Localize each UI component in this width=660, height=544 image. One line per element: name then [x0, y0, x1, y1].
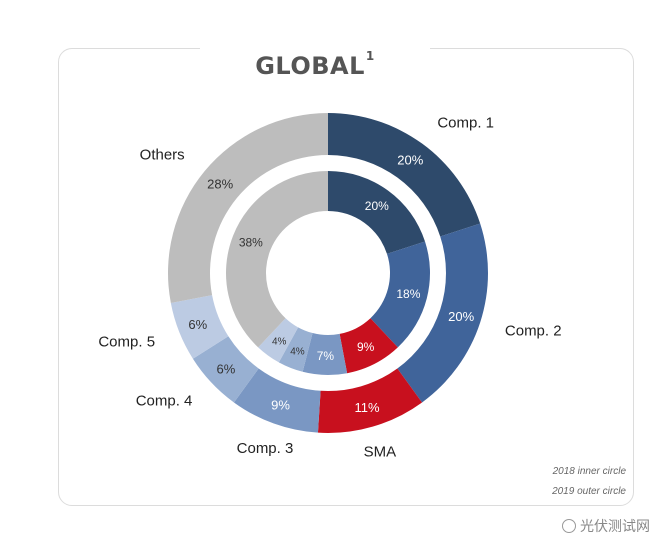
- slice-outer-comp-2: [397, 223, 488, 403]
- data-label-inner-comp-5: 4%: [272, 336, 287, 347]
- slice-outer-sma: [317, 368, 423, 433]
- slice-outer-others: [168, 113, 328, 303]
- data-label-inner-comp-4: 4%: [290, 346, 305, 357]
- data-label-outer-comp-4: 6%: [217, 361, 236, 376]
- category-label-others: Others: [140, 146, 185, 163]
- category-label-comp-2: Comp. 2: [505, 322, 562, 339]
- category-label-comp-3: Comp. 3: [237, 440, 294, 457]
- slice-inner-comp-1: [328, 171, 426, 254]
- watermark-text: 光伏测试网: [580, 519, 650, 535]
- slice-outer-comp-5: [170, 295, 229, 359]
- watermark-icon: [562, 519, 576, 533]
- slice-inner-comp-5: [258, 318, 299, 363]
- outer-circle-note: 2019 outer circle: [552, 486, 626, 497]
- category-label-comp-1: Comp. 1: [437, 115, 494, 132]
- slice-inner-comp-4: [278, 327, 313, 372]
- category-label-sma: SMA: [364, 444, 397, 461]
- slice-outer-comp-3: [233, 368, 321, 433]
- inner-circle-note: 2018 inner circle: [552, 466, 626, 477]
- title-superscript: 1: [365, 49, 375, 63]
- data-label-inner-comp-3: 7%: [317, 349, 335, 363]
- slice-inner-comp-2: [370, 241, 430, 348]
- watermark: 光伏测试网: [562, 516, 650, 536]
- data-label-outer-others: 28%: [207, 176, 233, 191]
- slice-inner-others: [226, 171, 328, 348]
- category-label-comp-5: Comp. 5: [98, 333, 155, 350]
- slice-inner-comp-3: [302, 333, 348, 375]
- chart-title: GLOBAL1: [255, 49, 375, 80]
- data-label-outer-comp-3: 9%: [271, 397, 290, 412]
- slice-outer-comp-1: [328, 113, 481, 237]
- data-label-inner-others: 38%: [239, 236, 263, 250]
- data-label-outer-comp-5: 6%: [188, 317, 207, 332]
- data-label-inner-sma: 9%: [357, 340, 375, 354]
- slice-outer-comp-4: [192, 336, 259, 403]
- category-label-comp-4: Comp. 4: [136, 392, 193, 409]
- chart-title-wrap: GLOBAL1: [200, 30, 430, 80]
- slice-inner-sma: [339, 318, 398, 374]
- data-label-outer-comp-2: 20%: [448, 309, 474, 324]
- data-label-outer-comp-1: 20%: [397, 152, 423, 167]
- data-label-inner-comp-1: 20%: [365, 199, 389, 213]
- data-label-inner-comp-2: 18%: [396, 287, 420, 301]
- data-label-outer-sma: 11%: [355, 400, 380, 415]
